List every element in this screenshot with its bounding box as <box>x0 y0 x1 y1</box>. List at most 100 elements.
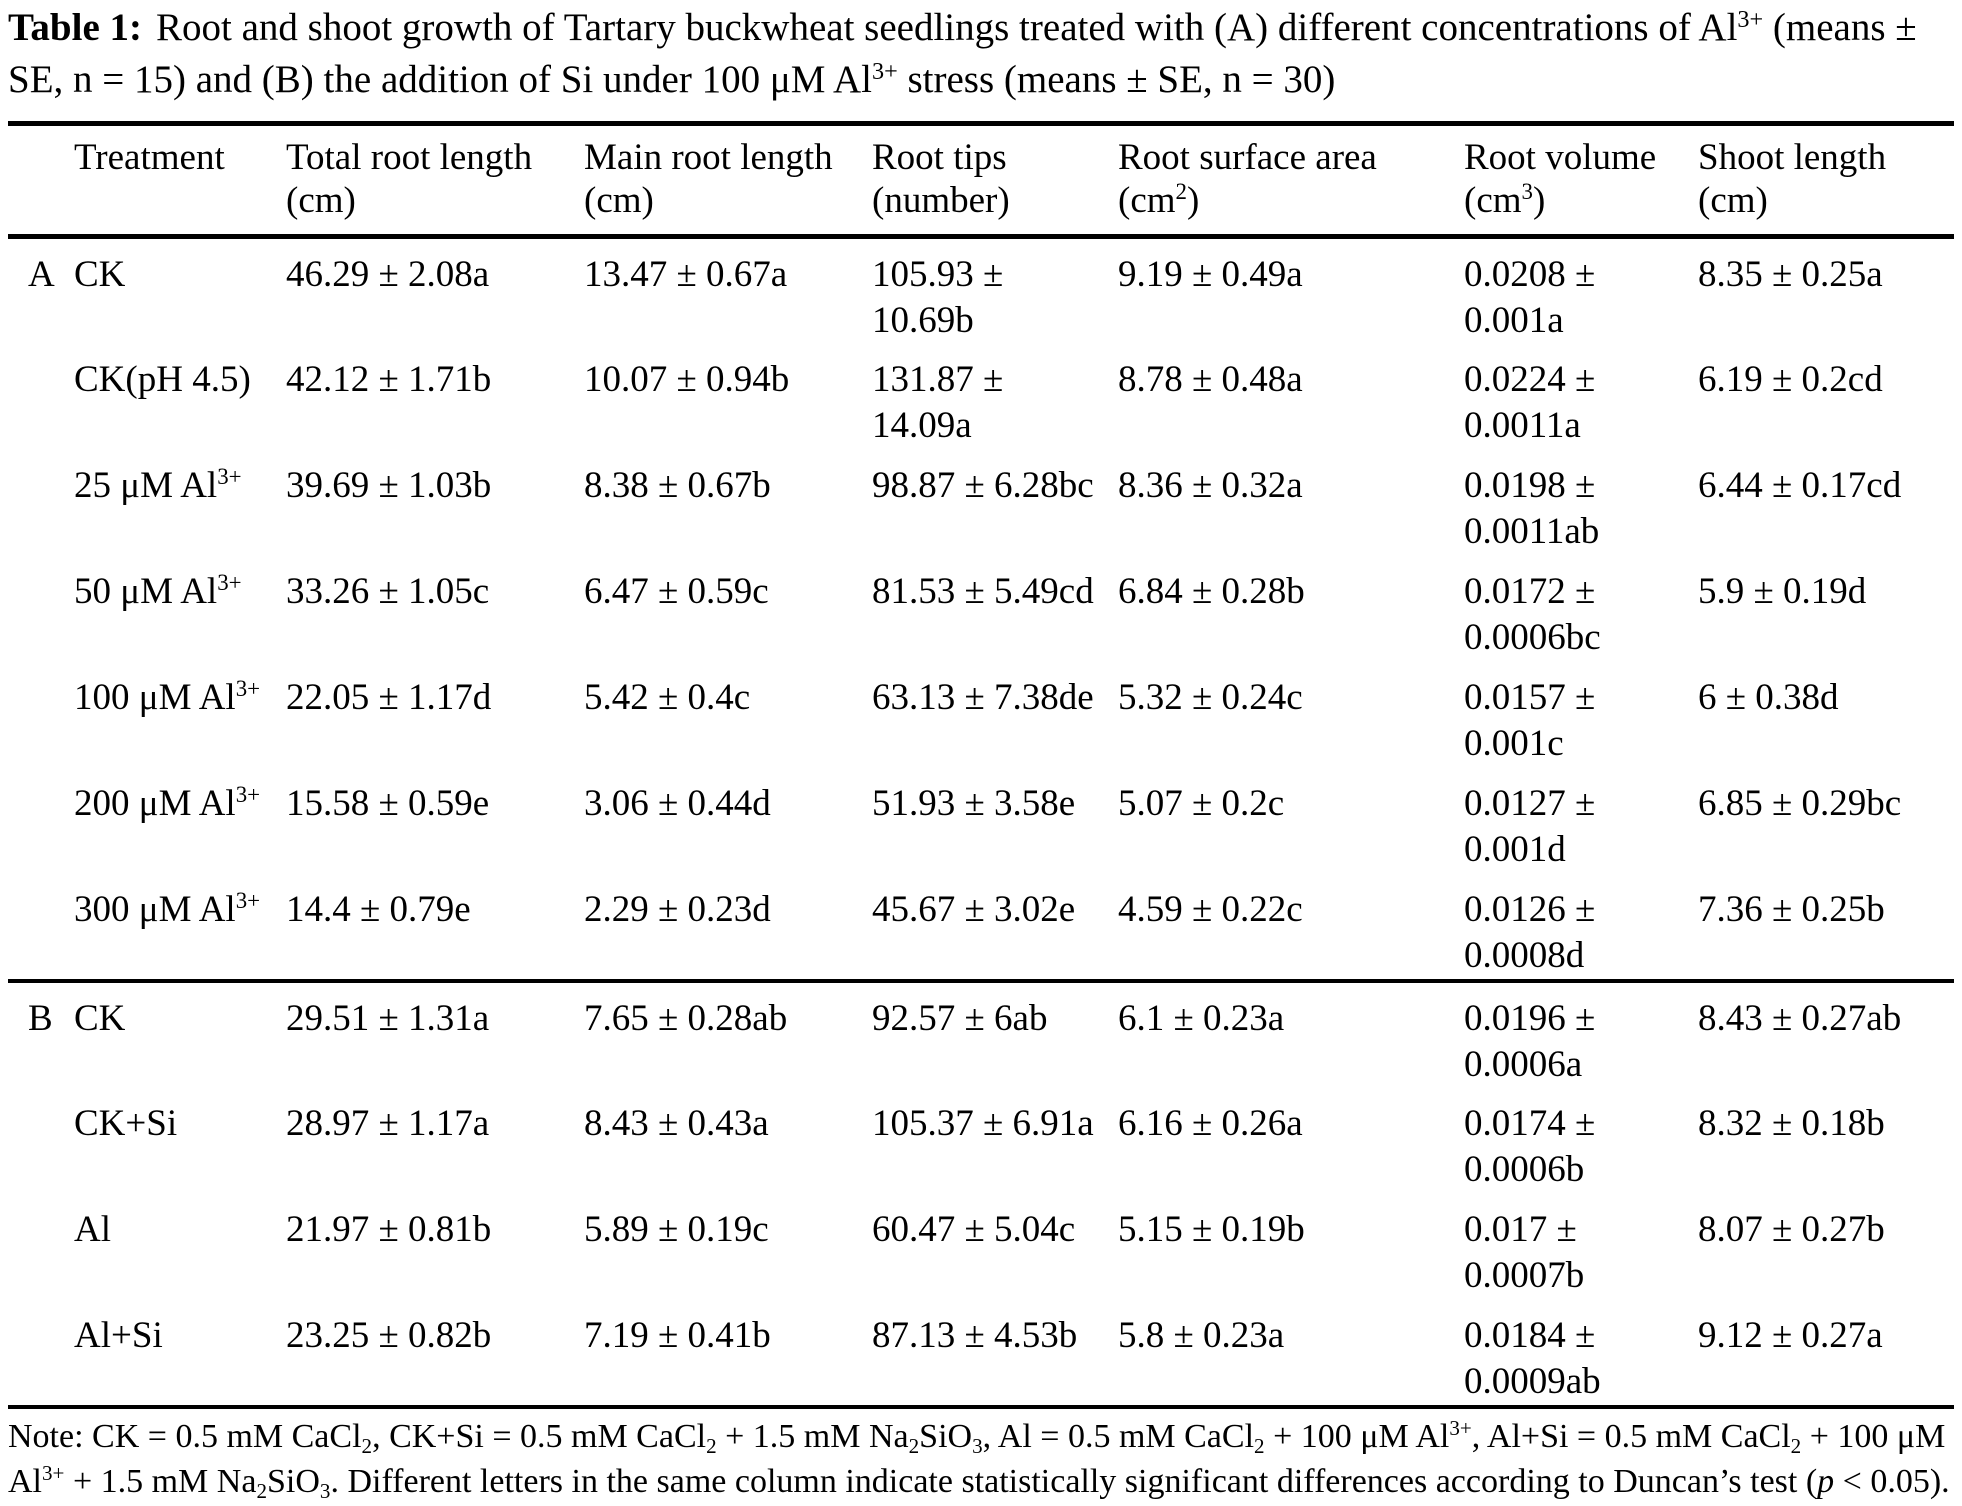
main-root-length-cell: 3.06 ± 0.44d <box>584 783 771 824</box>
column-label: Main root length <box>584 137 833 178</box>
root-tips-cell: 105.93 ± 10.69b <box>872 254 1004 341</box>
section-label <box>8 1088 58 1194</box>
root-surface-area-cell: 5.8 ± 0.23a <box>1118 1315 1285 1356</box>
root-surface-area-cell: 6.1 ± 0.23a <box>1118 979 1464 1088</box>
shoot-length-cell: 8.07 ± 0.27b <box>1698 1209 1885 1250</box>
treatment-cell: 200 μM Al3+ <box>74 782 261 824</box>
treatment-cell: 50 μM Al3+ <box>74 570 242 612</box>
treatment-cell: Al+Si <box>74 1315 163 1356</box>
total-root-length-cell: 33.26 ± 1.05c <box>286 571 490 612</box>
header-row: Treatment Total root length (cm) Main ro… <box>8 123 1954 239</box>
section-label <box>8 874 58 981</box>
column-unit: (cm3) <box>1464 179 1546 221</box>
results-table: Treatment Total root length (cm) Main ro… <box>8 121 1954 1409</box>
column-label: Shoot length <box>1698 137 1887 178</box>
treatment-cell: Al <box>74 1209 111 1250</box>
table-body: A CK 46.29 ± 2.08a 13.47 ± 0.67a 105.93 … <box>8 237 1954 1408</box>
table-row: Al+Si 23.25 ± 0.82b 7.19 ± 0.41b 87.13 ±… <box>8 1300 1954 1407</box>
section-label <box>8 556 58 662</box>
table-caption: Table 1: Root and shoot growth of Tartary… <box>8 4 1954 108</box>
shoot-length-cell: 8.35 ± 0.25a <box>1698 254 1883 295</box>
table-header: Treatment Total root length (cm) Main ro… <box>8 123 1954 239</box>
root-tips-cell: 60.47 ± 5.04c <box>872 1209 1076 1250</box>
treatment-cell: CK <box>74 254 126 295</box>
main-root-length-cell: 10.07 ± 0.94b <box>584 359 790 400</box>
shoot-length-cell: 6.19 ± 0.2cd <box>1698 359 1883 400</box>
total-root-length-cell: 21.97 ± 0.81b <box>286 1209 492 1250</box>
section-label <box>8 768 58 874</box>
column-label: Root surface area <box>1118 137 1377 178</box>
shoot-length-cell: 6.44 ± 0.17cd <box>1698 465 1902 506</box>
table-row: 200 μM Al3+ 15.58 ± 0.59e 3.06 ± 0.44d 5… <box>8 768 1954 874</box>
table-row: 25 μM Al3+ 39.69 ± 1.03b 8.38 ± 0.67b 98… <box>8 450 1954 556</box>
table-row: 50 μM Al3+ 33.26 ± 1.05c 6.47 ± 0.59c 81… <box>8 556 1954 662</box>
column-unit: (number) <box>872 180 1010 221</box>
main-root-length-cell: 7.65 ± 0.28ab <box>584 979 872 1088</box>
root-volume-cell: 0.0126 ± 0.0008d <box>1464 889 1596 976</box>
root-tips-cell: 45.67 ± 3.02e <box>872 889 1076 930</box>
header-cell-main-root-length: Main root length (cm) <box>584 123 872 239</box>
root-volume-cell: 0.0174 ± 0.0006b <box>1464 1103 1596 1190</box>
table-note: Note: CK = 0.5 mM CaCl2, CK+Si = 0.5 mM … <box>8 1416 1950 1503</box>
header-cell-root-tips: Root tips (number) <box>872 123 1118 239</box>
total-root-length-cell: 42.12 ± 1.71b <box>286 359 492 400</box>
root-volume-cell: 0.0172 ± 0.0006bc <box>1464 571 1601 658</box>
main-root-length-cell: 5.42 ± 0.4c <box>584 677 751 718</box>
section-label <box>8 662 58 768</box>
total-root-length-cell: 39.69 ± 1.03b <box>286 465 492 506</box>
root-surface-area-cell: 6.84 ± 0.28b <box>1118 571 1305 612</box>
table-row: CK+Si 28.97 ± 1.17a 8.43 ± 0.43a 105.37 … <box>8 1088 1954 1194</box>
root-volume-cell: 0.0208 ± 0.001a <box>1464 254 1596 341</box>
total-root-length-cell: 14.4 ± 0.79e <box>286 889 471 930</box>
treatment-cell: CK <box>58 979 286 1088</box>
total-root-length-cell: 15.58 ± 0.59e <box>286 783 490 824</box>
column-unit: (cm) <box>584 180 654 221</box>
table-row: Al 21.97 ± 0.81b 5.89 ± 0.19c 60.47 ± 5.… <box>8 1194 1954 1300</box>
main-root-length-cell: 8.38 ± 0.67b <box>584 465 771 506</box>
total-root-length-cell: 46.29 ± 2.08a <box>286 254 490 295</box>
shoot-length-cell: 8.43 ± 0.27ab <box>1698 979 1954 1088</box>
header-cell-shoot-length: Shoot length (cm) <box>1698 123 1954 239</box>
column-unit: (cm) <box>1698 180 1768 221</box>
section-label <box>8 1194 58 1300</box>
column-unit: (cm2) <box>1118 179 1200 221</box>
table-caption-text: Root and shoot growth of Tartary buckwhe… <box>8 5 1917 101</box>
table-row: A CK 46.29 ± 2.08a 13.47 ± 0.67a 105.93 … <box>8 237 1954 345</box>
header-cell-total-root-length: Total root length (cm) <box>286 123 584 239</box>
main-root-length-cell: 2.29 ± 0.23d <box>584 889 771 930</box>
shoot-length-cell: 6 ± 0.38d <box>1698 677 1839 718</box>
main-root-length-cell: 5.89 ± 0.19c <box>584 1209 769 1250</box>
root-volume-cell: 0.0184 ± 0.0009ab <box>1464 1315 1601 1402</box>
root-surface-area-cell: 9.19 ± 0.49a <box>1118 254 1303 295</box>
root-surface-area-cell: 8.78 ± 0.48a <box>1118 359 1303 400</box>
section-label <box>8 1300 58 1407</box>
treatment-cell: CK(pH 4.5) <box>74 359 251 400</box>
root-surface-area-cell: 6.16 ± 0.26a <box>1118 1103 1303 1144</box>
root-surface-area-cell: 4.59 ± 0.22c <box>1118 889 1303 930</box>
total-root-length-cell: 29.51 ± 1.31a <box>286 979 584 1088</box>
root-volume-cell: 0.017 ± 0.0007b <box>1464 1209 1585 1296</box>
root-tips-cell: 63.13 ± 7.38de <box>872 677 1094 718</box>
treatment-cell: 25 μM Al3+ <box>74 464 242 506</box>
total-root-length-cell: 23.25 ± 0.82b <box>286 1315 492 1356</box>
root-volume-cell: 0.0198 ± 0.0011ab <box>1464 465 1600 552</box>
column-label: Root volume <box>1464 137 1657 178</box>
main-root-length-cell: 8.43 ± 0.43a <box>584 1103 769 1144</box>
treatment-cell: 100 μM Al3+ <box>74 676 261 718</box>
column-label: Root tips <box>872 137 1007 178</box>
root-surface-area-cell: 5.07 ± 0.2c <box>1118 783 1285 824</box>
root-tips-cell: 98.87 ± 6.28bc <box>872 465 1094 506</box>
root-volume-cell: 0.0157 ± 0.001c <box>1464 677 1596 764</box>
root-volume-cell: 0.0127 ± 0.001d <box>1464 783 1596 870</box>
root-volume-cell: 0.0224 ± 0.0011a <box>1464 359 1596 446</box>
header-cell-root-surface-area: Root surface area (cm2) <box>1118 123 1464 239</box>
header-cell-section <box>8 123 58 239</box>
shoot-length-cell: 9.12 ± 0.27a <box>1698 1315 1883 1356</box>
main-root-length-cell: 7.19 ± 0.41b <box>584 1315 771 1356</box>
root-tips-cell: 51.93 ± 3.58e <box>872 783 1076 824</box>
main-root-length-cell: 13.47 ± 0.67a <box>584 254 788 295</box>
root-surface-area-cell: 8.36 ± 0.32a <box>1118 465 1303 506</box>
root-tips-cell: 87.13 ± 4.53b <box>872 1315 1078 1356</box>
total-root-length-cell: 22.05 ± 1.17d <box>286 677 492 718</box>
